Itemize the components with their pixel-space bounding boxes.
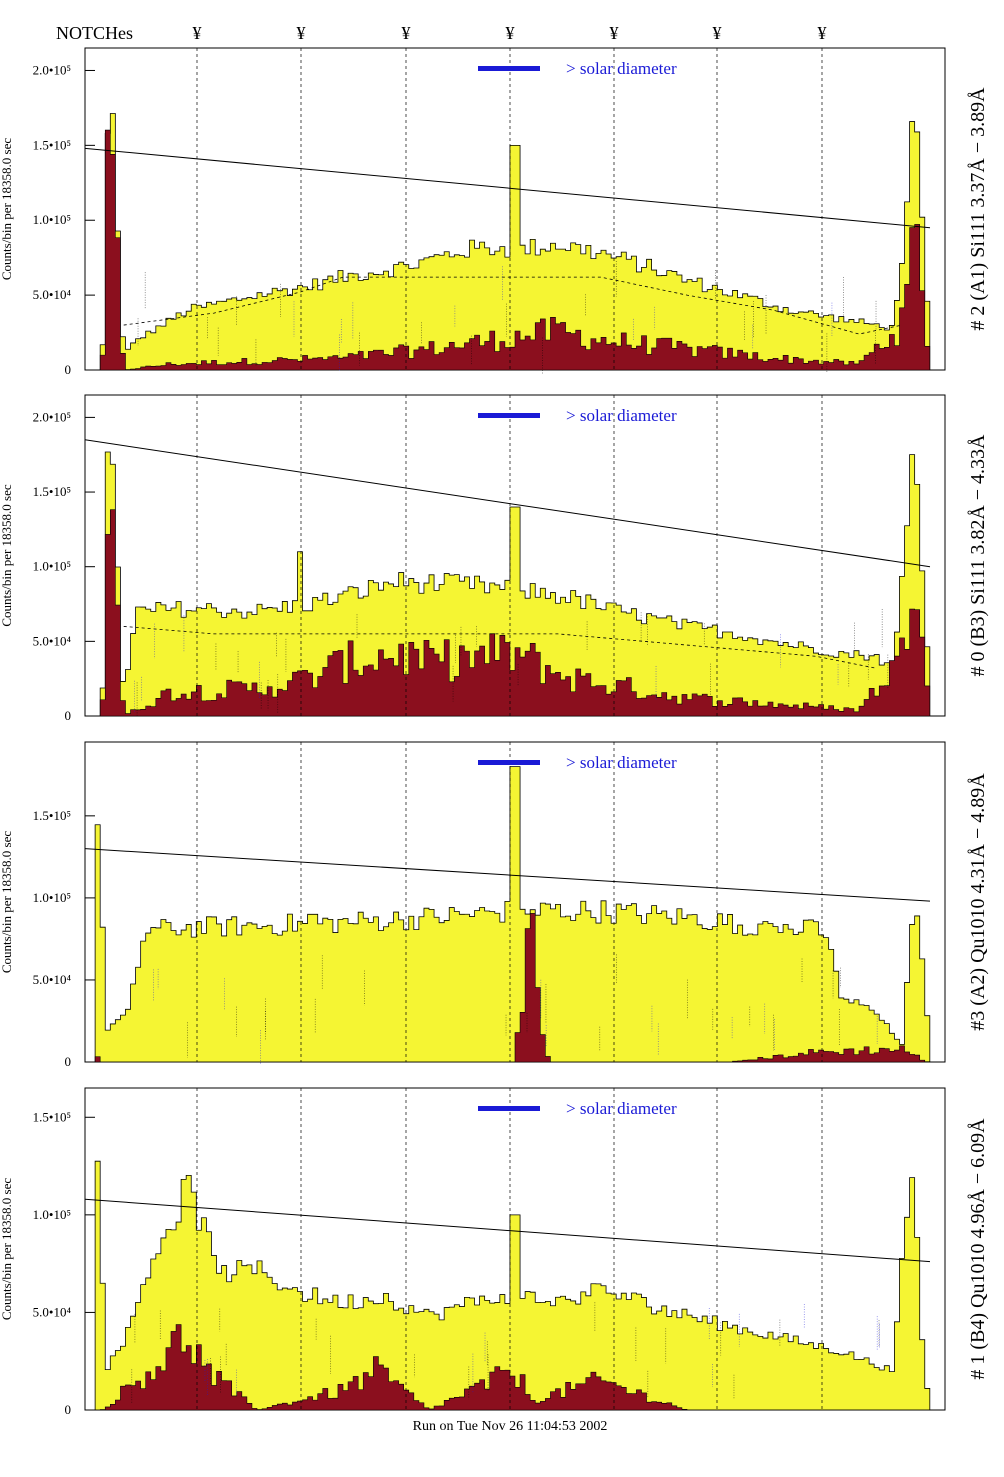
dark-histogram [85,129,945,371]
trend-line [84,1198,931,1263]
notch-marker-6: ¥ [713,23,722,43]
notch-row: ¥ ¥ ¥ ¥ ¥ ¥ ¥ [193,23,827,43]
y-axis-label: Counts/bin per 18358.0 sec [0,831,14,973]
panel-b4: 0 5.0•10⁴ 1.0•10⁵ 1.5•10⁵ Counts/bin per 183… [0,1087,989,1417]
notch-marker-1: ¥ [193,23,202,43]
counts-histogram [85,766,945,1063]
solar-diameter-bar [478,66,540,71]
solar-diameter-bar [478,760,540,765]
dashed-profile [123,276,903,335]
trend-line [84,439,931,568]
solar-diameter-label: > solar diameter [566,59,677,78]
y-tick-label: 1.5•10⁵ [33,137,71,152]
solar-diameter-label: > solar diameter [566,753,677,772]
y-tick-label: 2.0•10⁵ [33,409,71,424]
y-tick-label: 1.0•10⁵ [33,559,71,574]
notch-marker-7: ¥ [818,23,827,43]
y-tick-label: 2.0•10⁵ [33,62,71,77]
y-tick-label: 0 [65,1402,72,1417]
panels: 0 5.0•10⁴ 1.0•10⁵ 1.5•10⁵ 2.0•10⁵ Counts/bin … [0,47,989,1417]
y-tick-label: 1.5•10⁵ [33,808,71,823]
dashed-profile [123,626,877,669]
panel-title: # 1 (B4) Qu1010 4.96Å − 6.09Å [967,1118,989,1380]
y-tick-label: 0 [65,362,72,377]
panel-title: # 0 (B3) Si111 3.82Å − 4.33Å [967,434,989,677]
counts-histogram [85,451,945,717]
trend-line [84,848,931,902]
panel-title: #3 (A2) Qu1010 4.31Å − 4.89Å [967,773,989,1031]
y-axis-label: Counts/bin per 18358.0 sec [0,1178,14,1320]
notch-marker-3: ¥ [402,23,411,43]
counts-histogram [85,1160,945,1411]
solar-diameter-bar [478,1106,540,1111]
y-axis-label: Counts/bin per 18358.0 sec [0,138,14,280]
notch-marker-5: ¥ [610,23,619,43]
y-tick-label: 0 [65,708,72,723]
y-tick-label: 5.0•10⁴ [33,287,72,302]
dark-histogram [85,509,945,717]
y-tick-label: 5.0•10⁴ [33,633,72,648]
notch-header: NOTCHes [56,23,133,43]
notch-marker-4: ¥ [506,23,515,43]
y-tick-label: 1.0•10⁵ [33,890,71,905]
notches-label: NOTCHes [56,23,133,43]
y-tick-label: 1.0•10⁵ [33,1207,71,1222]
y-tick-label: 1.0•10⁵ [33,212,71,227]
y-axis-label: Counts/bin per 18358.0 sec [0,484,14,626]
notch-marker-2: ¥ [297,23,306,43]
dark-histogram [85,913,945,1063]
panel-b3: 0 5.0•10⁴ 1.0•10⁵ 1.5•10⁵ 2.0•10⁵ Counts/bin … [0,394,989,723]
dark-histogram [85,1324,945,1411]
trend-line [84,147,931,229]
y-tick-label: 5.0•10⁴ [33,972,72,987]
panel-title: # 2 (A1) Si111 3.37Å − 3.89Å [967,87,989,331]
y-tick-label: 1.5•10⁵ [33,484,71,499]
solar-diameter-label: > solar diameter [566,406,677,425]
y-tick-label: 0 [65,1054,72,1069]
panel-a1: 0 5.0•10⁴ 1.0•10⁵ 1.5•10⁵ 2.0•10⁵ Counts/bin … [0,47,989,377]
panel-a2: 0 5.0•10⁴ 1.0•10⁵ 1.5•10⁵ Counts/bin per 183… [0,741,989,1069]
y-tick-label: 1.5•10⁵ [33,1109,71,1124]
y-tick-label: 5.0•10⁴ [33,1304,72,1319]
solar-diameter-bar [478,413,540,418]
run-footer: Run on Tue Nov 26 11:04:53 2002 [413,1419,608,1434]
solar-diameter-label: > solar diameter [566,1099,677,1118]
counts-histogram [85,113,945,371]
